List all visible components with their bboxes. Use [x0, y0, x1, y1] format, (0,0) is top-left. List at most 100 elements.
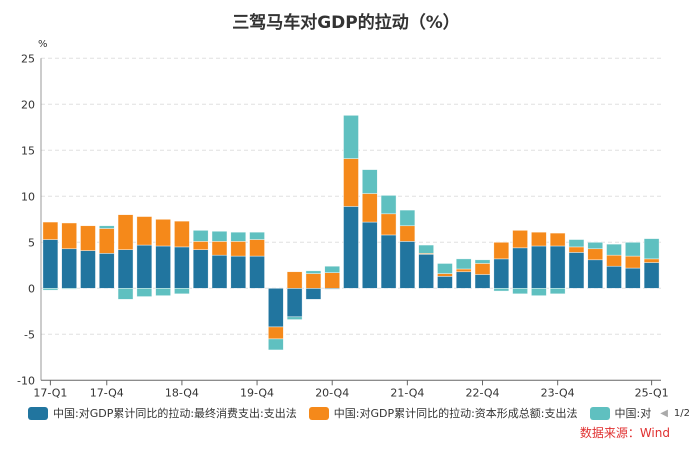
- y-tick-label: 0: [28, 282, 35, 295]
- bar-segment: [643, 262, 660, 289]
- legend-swatch: [28, 406, 48, 420]
- stacked-bar-chart: -10 -5 0 5 10 15 20 25% 17-Q1 17-Q4 18-Q4 19-Q4 20-Q…: [17, 39, 669, 399]
- bar-segment: [474, 274, 491, 289]
- bar-segment: [625, 242, 641, 257]
- bar-segment: [155, 219, 171, 247]
- prev-page-icon[interactable]: ◀: [660, 407, 668, 419]
- x-tick-label: 21-Q4: [390, 386, 424, 399]
- bar-segment: [455, 258, 472, 270]
- bar-segment: [549, 245, 566, 289]
- x-tick-label: 20-Q4: [315, 386, 349, 399]
- bar-segment: [493, 287, 510, 292]
- bar-segment: [249, 231, 265, 240]
- bar-segment: [568, 246, 585, 253]
- data-source: 数据来源：Wind: [579, 426, 670, 440]
- bar-segment: [418, 244, 434, 254]
- bar-segment: [286, 287, 303, 318]
- y-tick-label: -10: [17, 374, 35, 387]
- page-indicator: 1/2: [673, 407, 691, 419]
- bar-segment: [305, 287, 322, 300]
- bar-segment: [268, 338, 284, 351]
- bar-segment: [305, 273, 322, 289]
- bar-segment: [61, 287, 77, 290]
- bar-segment: [117, 249, 134, 289]
- bar-segment: [98, 228, 115, 254]
- bar-segment: [437, 263, 453, 274]
- legend-item-capital[interactable]: 中国:对GDP累计同比的拉动:资本形成总额:支出法: [308, 405, 578, 421]
- bar-segment: [512, 230, 528, 249]
- bar-segment: [268, 326, 284, 340]
- bar-segment: [418, 253, 434, 289]
- bar-segment: [399, 225, 416, 242]
- bar-segment: [136, 244, 153, 289]
- bar-segment: [249, 255, 265, 289]
- x-tick-label: 18-Q4: [165, 386, 199, 399]
- bar-segment: [305, 270, 322, 274]
- bar-segment: [324, 265, 341, 273]
- legend-label: 中国:对GDP累计同比的拉动:最终消费支出:支出法: [53, 407, 297, 420]
- y-tick-label: 15: [21, 144, 35, 157]
- bar-segment: [155, 287, 171, 296]
- bar-segment: [531, 245, 547, 289]
- x-tick-label: 17-Q1: [33, 386, 67, 399]
- chart-title: 三驾马车对GDP的拉动（%）: [232, 13, 460, 33]
- bar-segment: [211, 241, 228, 256]
- bar-segment: [380, 234, 397, 289]
- bar-segment: [549, 287, 566, 295]
- x-tick-label: 25-Q1: [635, 386, 669, 399]
- bar-segment: [643, 258, 660, 263]
- bar-segment: [211, 230, 228, 242]
- bar-segment: [625, 255, 641, 269]
- bar-segment: [361, 221, 378, 289]
- bar-segment: [286, 316, 303, 320]
- bar-segment: [42, 221, 59, 240]
- bar-segment: [587, 259, 604, 289]
- bar-segment: [192, 249, 209, 289]
- bar-segment: [136, 216, 153, 246]
- y-axis-unit: %: [38, 39, 48, 50]
- bar-segment: [80, 225, 96, 251]
- bar-segment: [230, 231, 247, 242]
- bar-segment: [80, 250, 96, 289]
- bar-segment: [606, 265, 622, 289]
- bar-segment: [437, 273, 453, 277]
- bar-segment: [606, 254, 622, 267]
- legend: 中国:对GDP累计同比的拉动:最终消费支出:支出法 中国:对GDP累计同比的拉动…: [28, 405, 692, 421]
- bar-segment: [512, 247, 528, 289]
- bar-segment: [437, 276, 453, 289]
- bar-segment: [474, 259, 491, 264]
- bar-segment: [380, 213, 397, 236]
- bar-segment: [493, 258, 510, 289]
- bar-segment: [117, 214, 134, 250]
- bar-segment: [531, 231, 547, 247]
- bar-segment: [61, 248, 77, 289]
- bar-segment: [568, 252, 585, 289]
- x-tick-label: 17-Q4: [90, 386, 124, 399]
- bar-segment: [512, 287, 528, 295]
- bar-segment: [174, 246, 190, 289]
- bar-segment: [174, 220, 190, 248]
- y-tick-label: 20: [21, 98, 35, 111]
- bar-segment: [155, 245, 171, 289]
- bar-segment: [343, 158, 359, 207]
- y-tick-label: 5: [28, 236, 35, 249]
- bar-segment: [568, 239, 585, 248]
- bar-segment: [117, 287, 134, 300]
- bar-segment: [531, 287, 547, 296]
- bar-segment: [455, 271, 472, 289]
- bar-segment: [361, 193, 378, 223]
- bar-segment: [474, 263, 491, 275]
- bar-segment: [211, 254, 228, 289]
- x-tick-label: 22-Q4: [465, 386, 499, 399]
- bar-segment: [343, 115, 359, 159]
- legend-swatch: [308, 406, 329, 420]
- bar-segment: [98, 225, 115, 229]
- y-tick-label: 10: [21, 190, 35, 203]
- bar-segment: [61, 222, 77, 250]
- legend-item-net-exports[interactable]: 中国:对: [589, 405, 651, 421]
- bar-segment: [98, 253, 115, 289]
- bar-segment: [174, 287, 190, 295]
- y-tick-label: -5: [24, 328, 35, 341]
- bar-segment: [286, 271, 303, 289]
- legend-item-consumption[interactable]: 中国:对GDP累计同比的拉动:最终消费支出:支出法: [28, 405, 297, 421]
